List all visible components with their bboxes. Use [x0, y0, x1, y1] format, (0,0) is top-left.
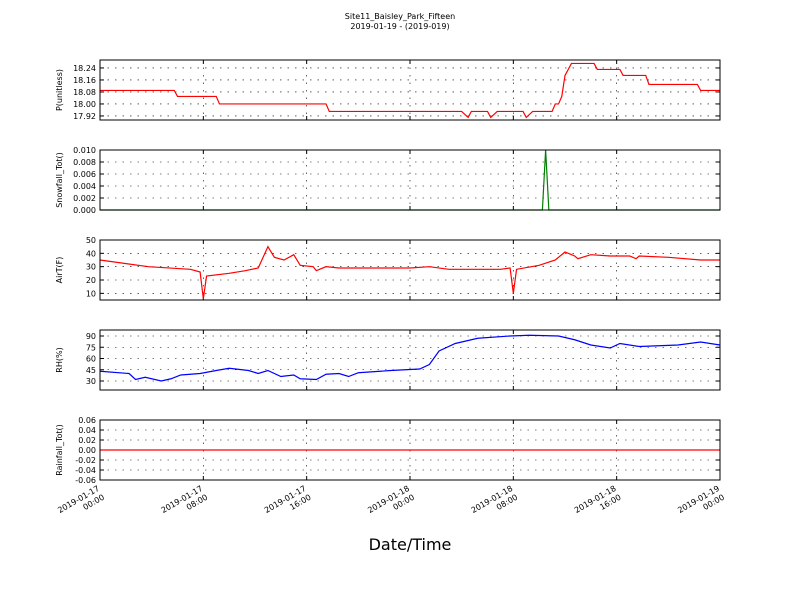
- y-axis-label: RH(%): [55, 347, 64, 372]
- figure-title: Site11_Baisley_Park_Fifteen: [345, 12, 455, 21]
- y-tick-label: 0.04: [78, 426, 96, 435]
- y-tick-label: 0.00: [78, 446, 96, 455]
- data-line: [99, 245, 720, 299]
- axes-frame: [99, 419, 721, 481]
- y-tick-label: 40: [86, 249, 96, 258]
- y-tick-label: 45: [86, 366, 96, 375]
- data-line: [100, 62, 720, 119]
- x-axis-label: Date/Time: [369, 535, 452, 554]
- y-tick-label: 20: [86, 276, 96, 285]
- y-tick-label: 30: [86, 377, 96, 386]
- y-tick-label: 18.24: [73, 64, 96, 73]
- y-tick-label: 18.16: [73, 76, 96, 85]
- y-tick-label: 0.010: [73, 146, 96, 155]
- y-tick-label: 0.008: [73, 158, 96, 167]
- y-tick-label: 75: [86, 343, 96, 352]
- y-tick-label: 90: [86, 332, 96, 341]
- axes-frame: [99, 149, 721, 211]
- y-tick-label: -0.02: [75, 456, 96, 465]
- y-tick-label: 30: [86, 263, 96, 272]
- y-tick-label: 60: [86, 355, 96, 364]
- y-tick-label: 0.006: [73, 170, 96, 179]
- y-tick-label: 0.02: [78, 436, 96, 445]
- data-line: [99, 334, 721, 382]
- y-tick-label: 0.06: [78, 416, 96, 425]
- y-axis-label: P(unitless): [55, 69, 64, 111]
- y-tick-label: 18.00: [73, 100, 96, 109]
- axes-frame: [99, 59, 721, 121]
- axes-frame: [99, 239, 721, 301]
- y-tick-label: 17.92: [73, 112, 96, 121]
- y-axis-label: Rainfall_Tot(): [55, 424, 64, 476]
- y-axis-label: Snowfall_Tot(): [55, 152, 64, 208]
- figure-subtitle: 2019-01-19 - (2019-019): [350, 22, 449, 31]
- y-tick-label: 50: [86, 236, 96, 245]
- axes-frame: [99, 329, 721, 391]
- y-axis-label: AirT(F): [55, 257, 64, 284]
- y-tick-label: 0.004: [73, 182, 96, 191]
- y-tick-label: 0.002: [73, 194, 96, 203]
- y-tick-label: -0.06: [75, 476, 96, 485]
- y-tick-label: 10: [86, 289, 96, 298]
- y-tick-label: 0.000: [73, 206, 96, 215]
- y-tick-label: -0.04: [75, 466, 96, 475]
- y-tick-label: 18.08: [73, 88, 96, 97]
